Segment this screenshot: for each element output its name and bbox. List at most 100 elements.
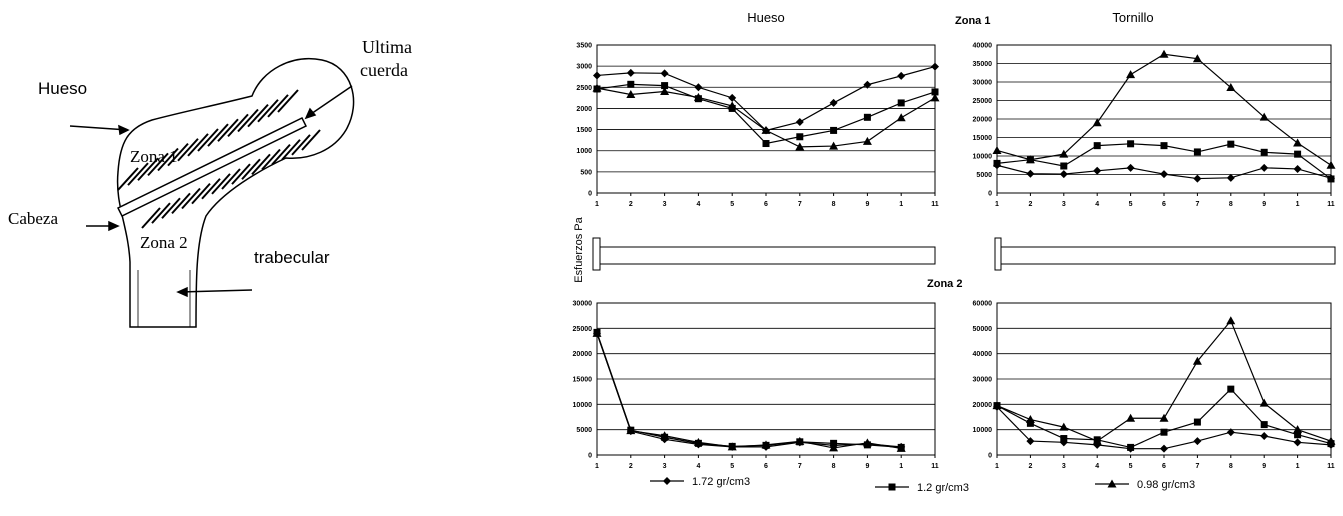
hatch-line: [227, 113, 249, 138]
marker: [1226, 428, 1235, 437]
hatch-line: [167, 142, 189, 167]
screw-body: [1000, 246, 1336, 265]
x-tick-label: 6: [1162, 463, 1166, 470]
x-tick-label: 3: [1062, 463, 1066, 470]
y-tick-label: 3000: [576, 64, 592, 71]
arrow: [69, 125, 129, 131]
x-tick-label: 4: [1095, 201, 1099, 208]
y-tick-label: 1500: [576, 127, 592, 134]
hatch-line: [217, 118, 239, 142]
label: Ultima: [362, 37, 412, 57]
marker: [1326, 436, 1336, 445]
y-tick-label: 35000: [973, 61, 993, 68]
x-tick-label: 7: [1195, 463, 1199, 470]
hatch-line: [161, 197, 181, 219]
series-line: [596, 87, 936, 148]
x-tick-label: 1: [1296, 201, 1300, 208]
series-line: [596, 65, 936, 132]
arrowhead: [118, 124, 130, 136]
marker: [1193, 174, 1202, 183]
marker: [1160, 142, 1168, 150]
hatch-line: [277, 89, 299, 113]
marker: [1026, 169, 1035, 178]
x-tick-label: 1: [995, 201, 999, 208]
hatch-line: [117, 167, 139, 191]
y-tick-label: 20000: [573, 351, 593, 358]
marker: [1127, 140, 1135, 148]
marker: [1193, 437, 1202, 446]
y-tick-label: 0: [988, 453, 992, 460]
y-tick-label: 1000: [576, 148, 592, 155]
y-tick-label: 10000: [573, 402, 593, 409]
y-tick-label: 10000: [973, 154, 993, 161]
marker: [897, 99, 905, 107]
marker: [1226, 173, 1235, 182]
hatch-line: [247, 103, 269, 128]
marker: [762, 140, 770, 148]
hatch-line: [257, 99, 279, 123]
marker: [592, 83, 602, 92]
x-tick-label: 8: [1229, 463, 1233, 470]
femur-outline: [116, 58, 355, 328]
y-tick-label: 3500: [576, 43, 592, 50]
y-tick-label: 25000: [973, 98, 993, 105]
hatch-line: [151, 202, 171, 224]
marker: [897, 71, 906, 80]
x-tick-label: 3: [663, 463, 667, 470]
marker: [795, 117, 804, 126]
marker: [1059, 170, 1068, 179]
chart: 0 5000 10000 15000 20000 25000 30000 1 2 3 4 5 6 7 8 9 1…: [573, 301, 939, 471]
marker: [863, 113, 871, 121]
marker: [660, 69, 669, 78]
hatch-line: [207, 123, 229, 147]
x-tick-label: 5: [1129, 463, 1133, 470]
x-tick-label: 1: [1296, 463, 1300, 470]
series-line: [596, 333, 902, 450]
chart-title: Tornillo: [1112, 10, 1153, 25]
x-tick-label: 9: [865, 201, 869, 208]
marker: [694, 83, 703, 92]
label: Hueso: [38, 79, 87, 98]
hatch-line: [187, 133, 209, 157]
marker: [1260, 163, 1269, 172]
marker: [1226, 316, 1236, 325]
x-tick-label: 9: [1262, 201, 1266, 208]
marker: [830, 439, 838, 447]
y-tick-label: 40000: [973, 351, 993, 358]
screw-head: [994, 237, 1002, 271]
marker: [993, 159, 1001, 167]
marker: [593, 71, 601, 80]
marker: [1259, 398, 1269, 407]
marker: [1294, 150, 1302, 158]
x-tick-label: 2: [629, 201, 633, 208]
marker: [728, 93, 737, 102]
marker: [627, 80, 635, 88]
chart: 0 10000 20000 30000 40000 50000 60000 1 2 3 4 5 6 7 8 9…: [973, 301, 1336, 470]
marker: [931, 62, 939, 71]
marker: [1193, 148, 1201, 156]
marker: [1060, 435, 1068, 443]
arrowhead: [176, 286, 188, 298]
marker: [1159, 413, 1169, 422]
hatch-line: [237, 108, 259, 133]
screw: [116, 116, 308, 218]
marker: [829, 98, 838, 107]
marker: [796, 133, 804, 141]
marker: [1159, 49, 1169, 58]
arrow: [307, 85, 353, 117]
x-tick-label: 4: [1095, 463, 1099, 470]
x-tick-label: 4: [696, 201, 700, 208]
marker: [1192, 356, 1202, 365]
marker: [829, 141, 839, 150]
marker: [862, 136, 872, 145]
hatch-line: [141, 207, 161, 229]
x-tick-label: 9: [865, 463, 869, 470]
hatch-line: [261, 148, 281, 171]
marker: [1260, 421, 1268, 429]
hatch-line: [281, 139, 301, 161]
marker: [1126, 70, 1136, 79]
x-tick-label: 1: [899, 463, 903, 470]
y-tick-label: 2000: [576, 106, 592, 113]
marker: [863, 80, 872, 89]
marker: [1259, 112, 1269, 121]
